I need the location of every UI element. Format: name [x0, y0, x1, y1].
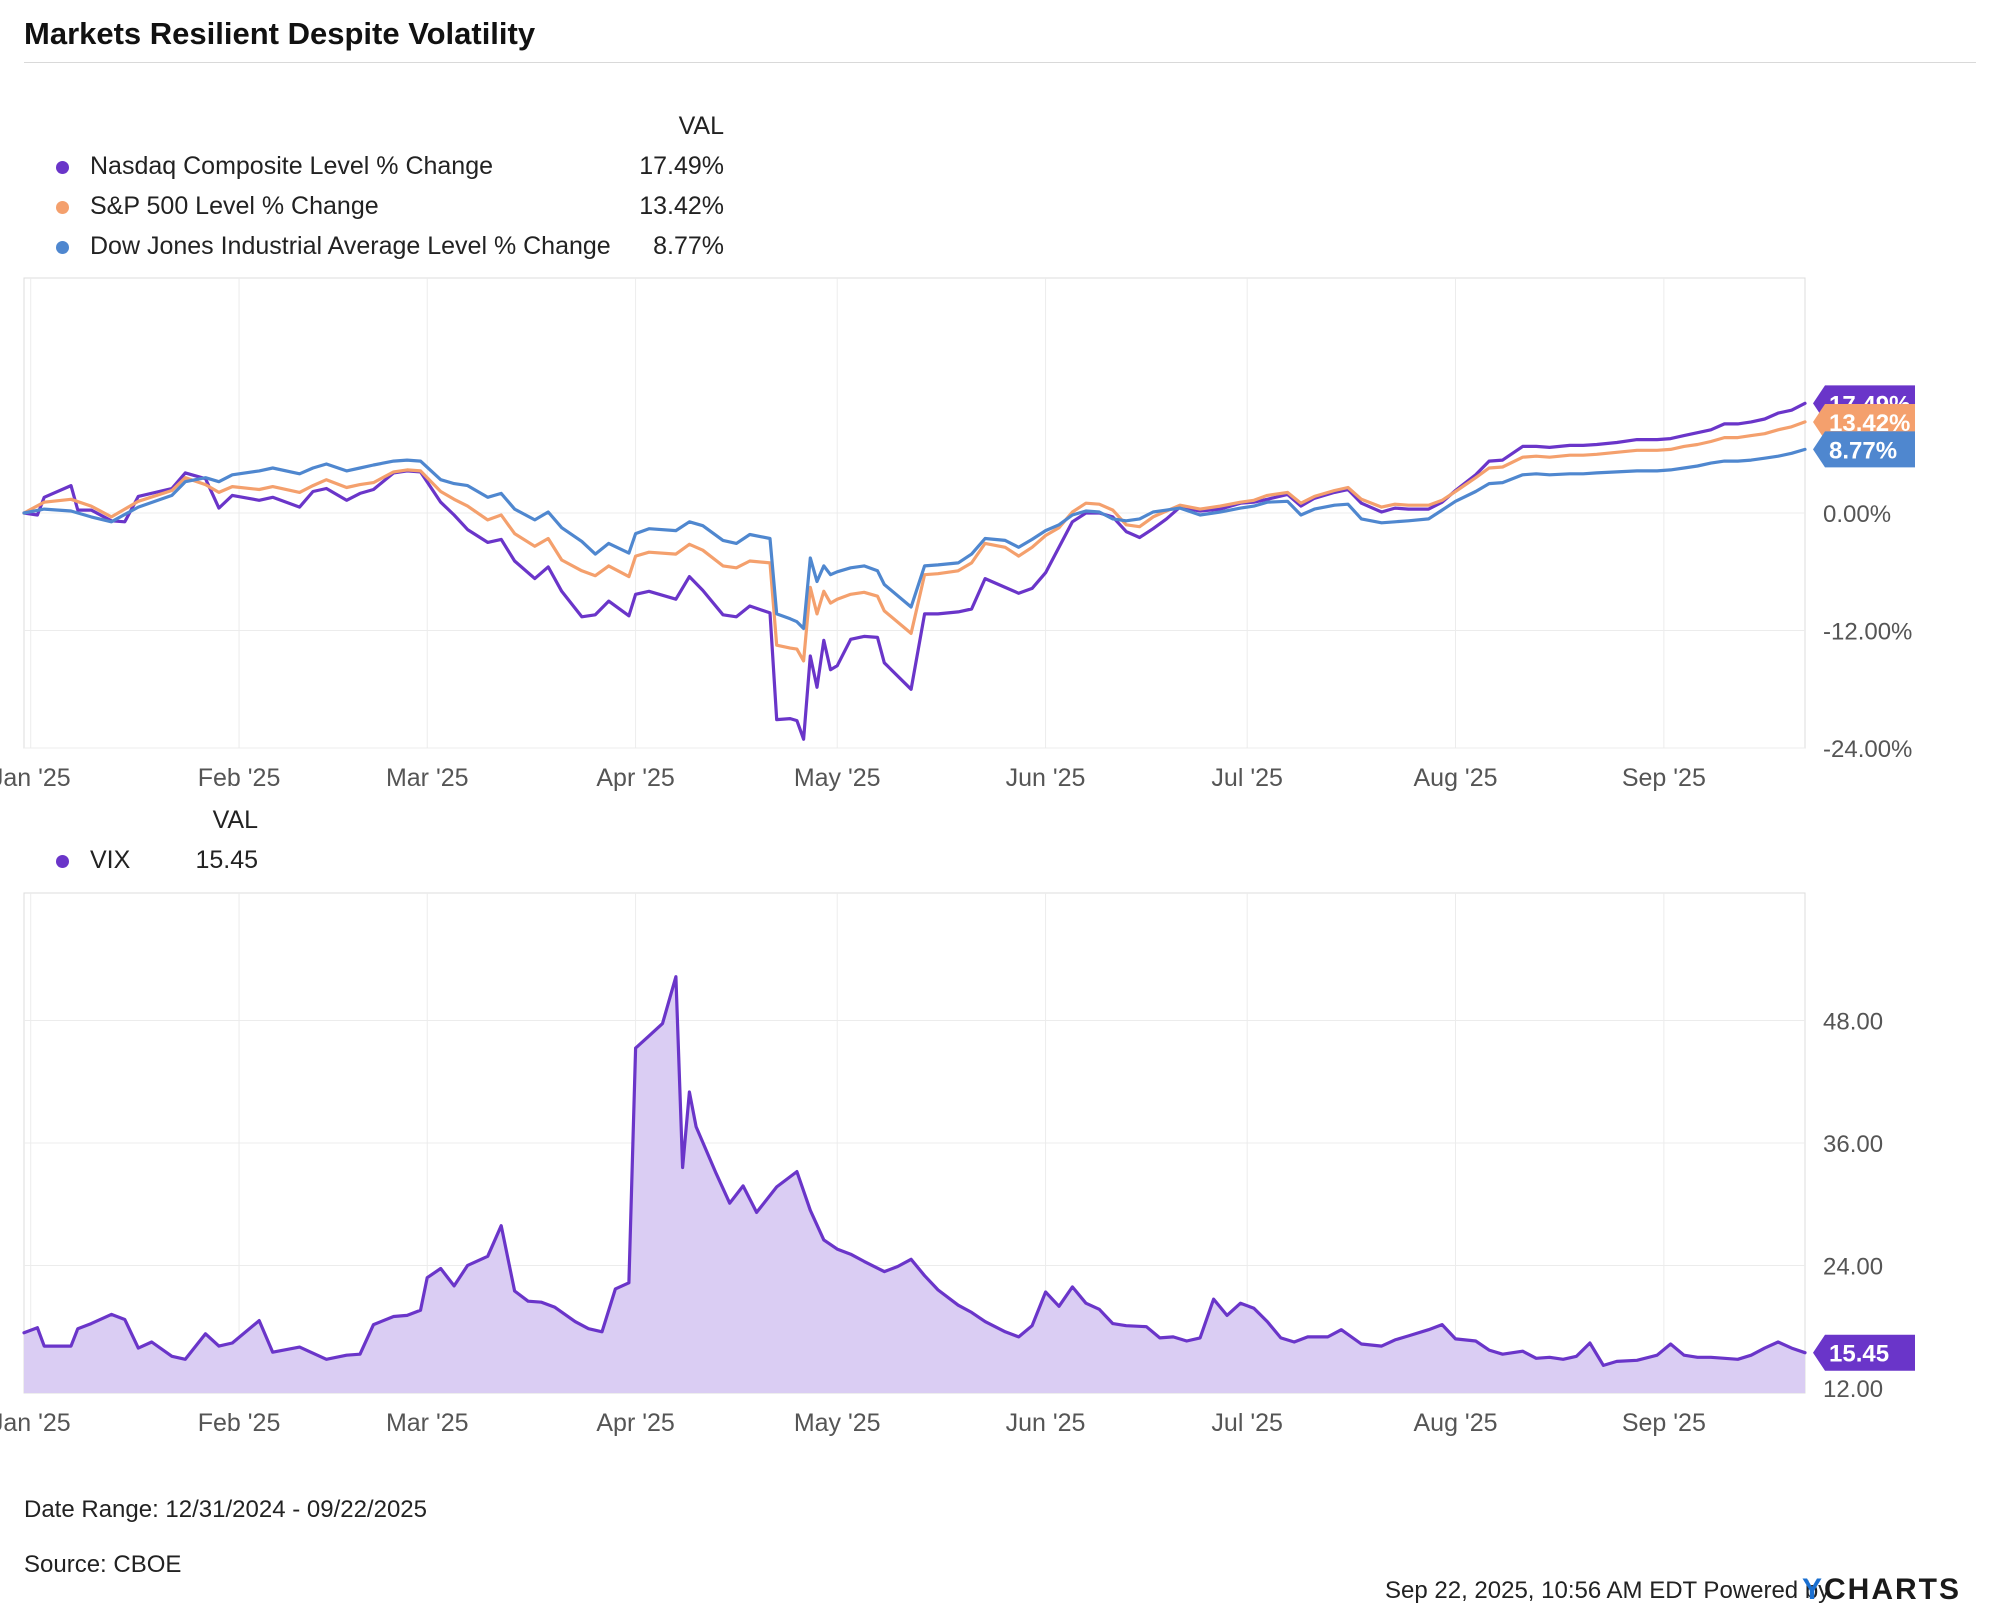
y-tick-label: 24.00 [1823, 1253, 1883, 1280]
nasdaq-legend-value: 17.49% [639, 152, 724, 180]
dow-legend-value: 8.77% [653, 232, 724, 260]
ycharts-logo[interactable]: YCHARTS [1802, 1573, 1961, 1607]
x-tick-label: Mar '25 [386, 764, 469, 792]
x-tick-label: Feb '25 [198, 764, 281, 792]
bottom-chart: Jan '25 Feb '25 Mar '25 Apr '25 May '25 Jun '… [0, 892, 1915, 1437]
x-tick-label: Jul '25 [1211, 1409, 1282, 1437]
timestamp-text: Sep 22, 2025, 10:56 AM EDT Powered by [1385, 1577, 1831, 1604]
dow-jones-industrial-average-level-change-end-tag [1813, 431, 1915, 468]
y-tick-label: 12.00 [1823, 1376, 1883, 1403]
y-tick-label: 48.00 [1823, 1009, 1883, 1036]
x-tick-label: Apr '25 [596, 764, 674, 792]
y-tick-label: -24.00% [1823, 736, 1912, 763]
vix-end-label: 15.45 [1829, 1341, 1889, 1368]
bottom-legend: VAL VIX 15.45 [24, 806, 258, 886]
y-tick-label: -12.00% [1823, 619, 1912, 646]
top-chart: Jan '25 Feb '25 Mar '25 Apr '25 May '25 Jun '… [0, 277, 1915, 792]
ycharts-logo-rest: CHARTS [1824, 1573, 1962, 1606]
x-tick-label: May '25 [794, 1409, 881, 1437]
sp500-legend-name: S&P 500 Level % Change [90, 192, 379, 220]
vix-legend-name: VIX [90, 846, 131, 874]
x-tick-label: Jul '25 [1211, 764, 1282, 792]
nasdaq-legend-name: Nasdaq Composite Level % Change [90, 152, 494, 180]
x-tick-label: Aug '25 [1414, 1409, 1498, 1437]
top-legend-val-header: VAL [678, 112, 724, 140]
dow-jones-industrial-average-level-change-line [22, 447, 1807, 631]
x-tick-label: Feb '25 [198, 1409, 281, 1437]
x-tick-label: Jun '25 [1006, 1409, 1086, 1437]
x-tick-label: Sep '25 [1622, 764, 1706, 792]
top-legend-item-nasdaq[interactable]: Nasdaq Composite Level % Change 17.49% [24, 152, 724, 182]
vix-area-fill [24, 976, 1805, 1393]
vix-legend-dot [56, 855, 69, 868]
x-tick-label: Jan '25 [0, 1409, 71, 1437]
x-tick-label: Aug '25 [1414, 764, 1498, 792]
top-legend-item-sp500[interactable]: S&P 500 Level % Change 13.42% [24, 192, 724, 222]
s-p-500-level-change-line [22, 420, 1807, 663]
vix-end-tag [1813, 1334, 1915, 1371]
sp500-legend-value: 13.42% [639, 192, 724, 220]
top-legend-item-dow[interactable]: Dow Jones Industrial Average Level % Cha… [24, 232, 724, 262]
sp500-legend-dot [56, 201, 69, 214]
bottom-legend-val-header: VAL [212, 806, 258, 834]
x-tick-label: Jan '25 [0, 764, 71, 792]
bottom-legend-item-vix[interactable]: VIX 15.45 [24, 846, 258, 876]
date-range-text: Date Range: 12/31/2024 - 09/22/2025 [24, 1496, 427, 1523]
vix-legend-value: 15.45 [195, 846, 258, 874]
x-tick-label: Mar '25 [386, 1409, 469, 1437]
dow-legend-dot [56, 241, 69, 254]
chart-title: Markets Resilient Despite Volatility [24, 16, 536, 51]
x-tick-label: Jun '25 [1006, 764, 1086, 792]
nasdaq-legend-dot [56, 161, 69, 174]
nasdaq-composite-level-change-line [22, 401, 1807, 741]
vix-line [22, 975, 1807, 1367]
s-p-500-level-change-end-tag [1813, 403, 1915, 440]
x-tick-label: Sep '25 [1622, 1409, 1706, 1437]
y-tick-label: 0.00% [1823, 501, 1891, 528]
source-text: Source: CBOE [24, 1551, 182, 1578]
top-legend: VAL Nasdaq Composite Level % Change 17.4… [24, 112, 724, 272]
dow-legend-name: Dow Jones Industrial Average Level % Cha… [90, 232, 611, 260]
dow-jones-industrial-average-level-change-end-label: 8.77% [1829, 437, 1897, 464]
x-tick-label: Apr '25 [596, 1409, 674, 1437]
y-tick-label: 36.00 [1823, 1131, 1883, 1158]
x-tick-label: May '25 [794, 764, 881, 792]
title-divider [24, 62, 1976, 63]
ycharts-logo-y: Y [1802, 1573, 1825, 1606]
